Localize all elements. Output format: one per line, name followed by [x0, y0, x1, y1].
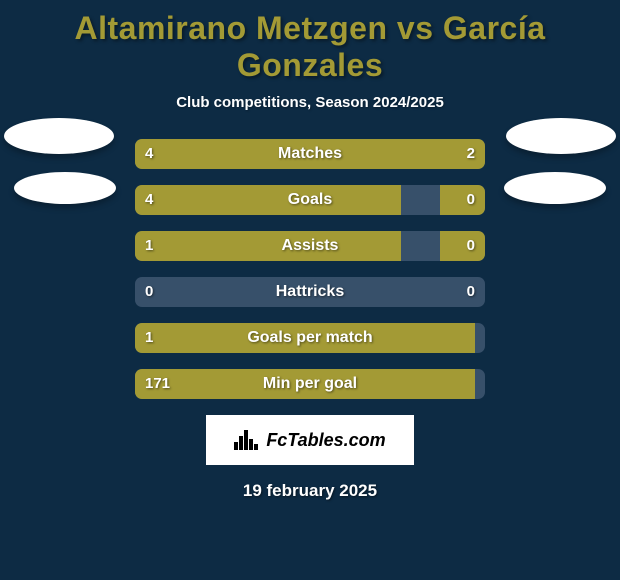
stat-left-value: 1 — [145, 231, 153, 261]
comparison-infographic: Altamirano Metzgen vs García Gonzales Cl… — [0, 0, 620, 580]
stat-label: Min per goal — [135, 369, 485, 399]
stat-label: Hattricks — [135, 277, 485, 307]
stat-right-value: 0 — [467, 185, 475, 215]
bar-track: Goals4 0 — [135, 185, 485, 215]
date-label: 19 february 2025 — [0, 481, 620, 501]
stat-label: Matches — [135, 139, 485, 169]
stat-row: Goals4 0 — [0, 185, 620, 215]
stat-right-value: 0 — [467, 231, 475, 261]
stat-row: Assists1 0 — [0, 231, 620, 261]
subtitle: Club competitions, Season 2024/2025 — [0, 94, 620, 111]
stat-row: Hattricks0 0 — [0, 277, 620, 307]
bar-track: Goals per match1 — [135, 323, 485, 353]
stat-rows: Matches42Goals40Assists10Hattricks00Goal… — [0, 139, 620, 399]
stat-left-value: 171 — [145, 369, 170, 399]
stat-label: Assists — [135, 231, 485, 261]
logo-text: FcTables.com — [266, 430, 385, 451]
logo-badge: FcTables.com — [206, 415, 414, 465]
stat-row: Matches4 2 — [0, 139, 620, 169]
bar-track: Hattricks0 0 — [135, 277, 485, 307]
stat-label: Goals — [135, 185, 485, 215]
logo-bars-icon — [234, 430, 258, 450]
stat-right-value: 2 — [467, 139, 475, 169]
stat-left-value: 4 — [145, 185, 153, 215]
stat-left-value: 0 — [145, 277, 153, 307]
stat-right-value: 0 — [467, 277, 475, 307]
stat-row: Min per goal171 — [0, 369, 620, 399]
stat-left-value: 4 — [145, 139, 153, 169]
stat-label: Goals per match — [135, 323, 485, 353]
page-title: Altamirano Metzgen vs García Gonzales — [0, 0, 620, 84]
bar-track: Min per goal171 — [135, 369, 485, 399]
stat-left-value: 1 — [145, 323, 153, 353]
bar-track: Assists1 0 — [135, 231, 485, 261]
stat-row: Goals per match1 — [0, 323, 620, 353]
bar-track: Matches4 2 — [135, 139, 485, 169]
